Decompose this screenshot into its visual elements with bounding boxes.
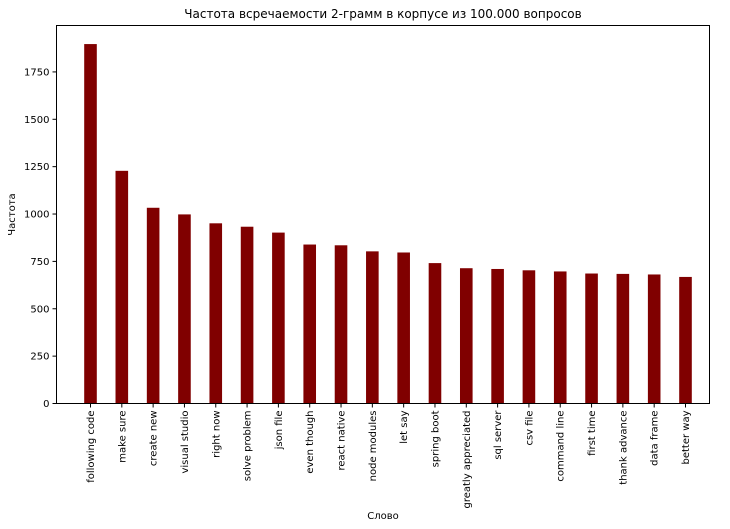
x-tick-label: command line [556, 411, 567, 482]
bar [428, 263, 442, 404]
plot-frame [56, 25, 710, 404]
bar [553, 271, 567, 404]
x-tick-label: react native [337, 411, 348, 471]
x-tick-label: csv file [524, 411, 535, 446]
bar [397, 252, 410, 404]
bar [240, 226, 254, 404]
bar [366, 251, 379, 404]
x-tick-label: spring boot [430, 410, 441, 467]
bar [334, 245, 348, 404]
y-tick-label: 1000 [24, 210, 49, 221]
bar [303, 244, 317, 404]
x-tick-label: node modules [368, 411, 379, 482]
bar [647, 274, 661, 404]
bar [491, 268, 504, 404]
bar-series [84, 44, 692, 404]
x-tick-label: data frame [650, 411, 661, 466]
bar [585, 273, 598, 404]
bar [272, 232, 285, 404]
x-tick-label: solve problem [243, 411, 254, 482]
x-tick-label: right now [211, 411, 222, 458]
x-tick-label: following code [86, 411, 97, 483]
bar [84, 44, 97, 404]
x-tick-label: make sure [117, 411, 128, 463]
bar [178, 214, 191, 404]
x-tick-label: visual studio [180, 411, 191, 474]
x-tick-label: create new [149, 411, 160, 467]
y-tick-label: 1750 [24, 67, 49, 78]
bar [459, 268, 473, 404]
bar [115, 170, 129, 404]
y-axis-ticks: 0 250 500 750 1000 1250 1500 1750 [24, 67, 57, 410]
y-tick-label: 750 [30, 257, 49, 268]
bar [146, 207, 160, 404]
x-tick-label: json file [274, 411, 285, 451]
x-axis-ticks: following code make sure create new visual … [86, 403, 692, 509]
bar [679, 276, 692, 404]
x-tick-label: first time [587, 411, 598, 456]
y-axis-label: Частота [7, 193, 18, 235]
y-tick-label: 0 [43, 399, 49, 410]
chart-title: Частота всречаемости 2-грамм в корпусе и… [184, 7, 581, 21]
x-tick-label: let say [399, 410, 410, 443]
bar [209, 223, 223, 404]
x-tick-label: sql server [493, 410, 504, 460]
y-tick-label: 1250 [24, 162, 49, 173]
y-tick-label: 1500 [24, 115, 49, 126]
x-tick-label: thank advance [618, 411, 629, 485]
y-tick-label: 500 [30, 304, 49, 315]
x-tick-label: even though [305, 411, 316, 474]
y-tick-label: 250 [30, 352, 49, 363]
bar [522, 270, 536, 404]
x-tick-label: greatly appreciated [462, 411, 473, 509]
x-tick-label: better way [681, 410, 692, 464]
bar [616, 273, 630, 404]
x-axis-label: Слово [367, 511, 399, 522]
